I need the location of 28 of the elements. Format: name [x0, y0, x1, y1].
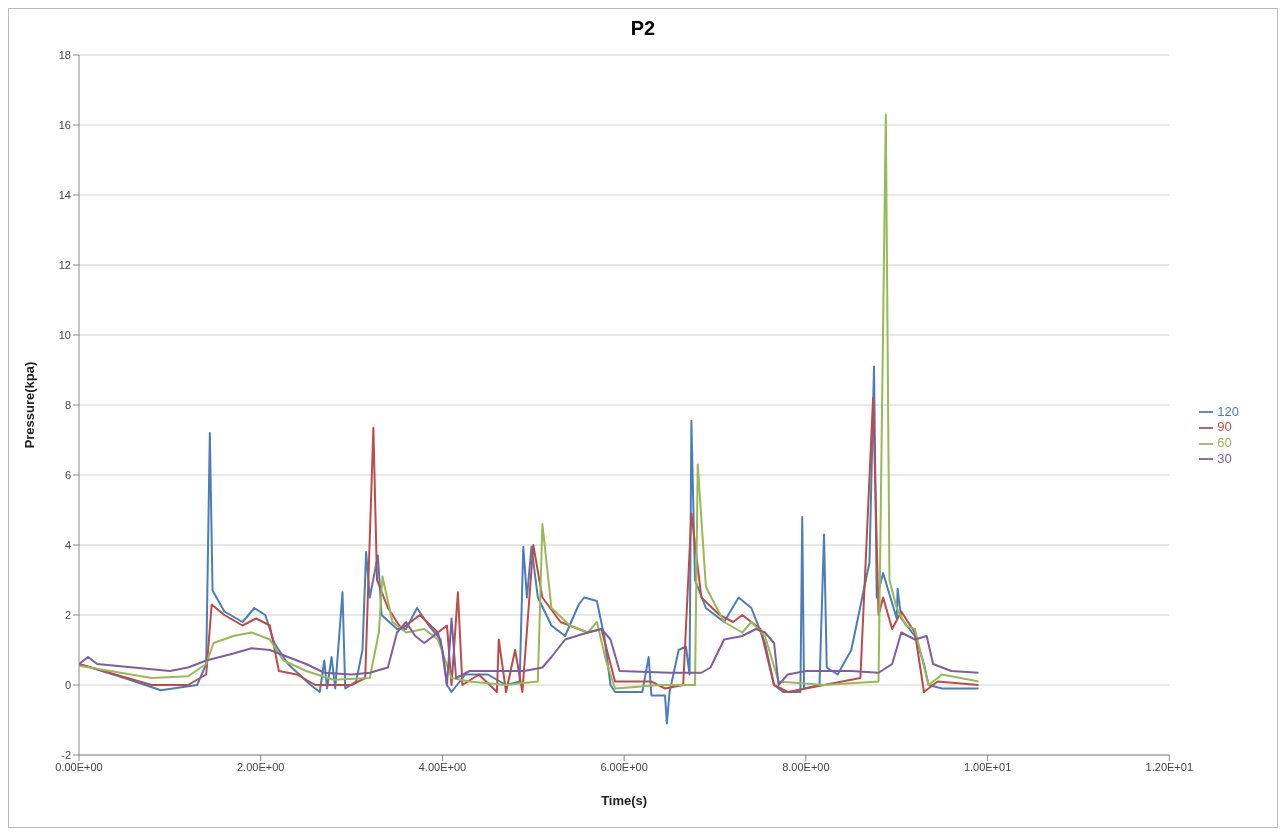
- y-tick-label: 18: [58, 48, 71, 61]
- legend-label: 120: [1217, 403, 1239, 419]
- legend-label: 60: [1217, 435, 1232, 450]
- y-tick-label: 2: [64, 608, 71, 621]
- chart-title: P2: [629, 16, 657, 41]
- x-tick-label: 0.00E+00: [55, 760, 103, 773]
- y-tick-label: 0: [64, 678, 71, 691]
- y-tick-label: 14: [58, 188, 71, 201]
- y-tick-label: 16: [58, 118, 71, 131]
- y-tick-label: 10: [58, 328, 71, 341]
- x-tick-label: 1.00E+01: [963, 760, 1012, 773]
- legend-label: 90: [1217, 419, 1232, 435]
- legend-label: 30: [1217, 450, 1232, 466]
- x-tick-label: 6.00E+00: [600, 760, 648, 773]
- x-tick-label: 2.00E+00: [237, 760, 285, 773]
- y-tick-label: 4: [64, 538, 71, 551]
- line-series: [79, 113, 980, 690]
- y-tick-label: 6: [64, 468, 71, 481]
- x-axis-title: Time(s): [601, 793, 648, 808]
- y-tick-label: 8: [64, 398, 71, 411]
- y-tick-label: 12: [58, 258, 71, 271]
- x-tick-label: 8.00E+00: [782, 760, 830, 773]
- y-axis-title: Pressure(kpa): [21, 361, 37, 449]
- x-tick-label: 1.20E+01: [1145, 760, 1193, 773]
- line-series: [79, 617, 980, 686]
- y-tick-label: -2: [61, 748, 71, 761]
- x-tick-label: 4.00E+00: [418, 760, 467, 773]
- line-series: [79, 397, 980, 693]
